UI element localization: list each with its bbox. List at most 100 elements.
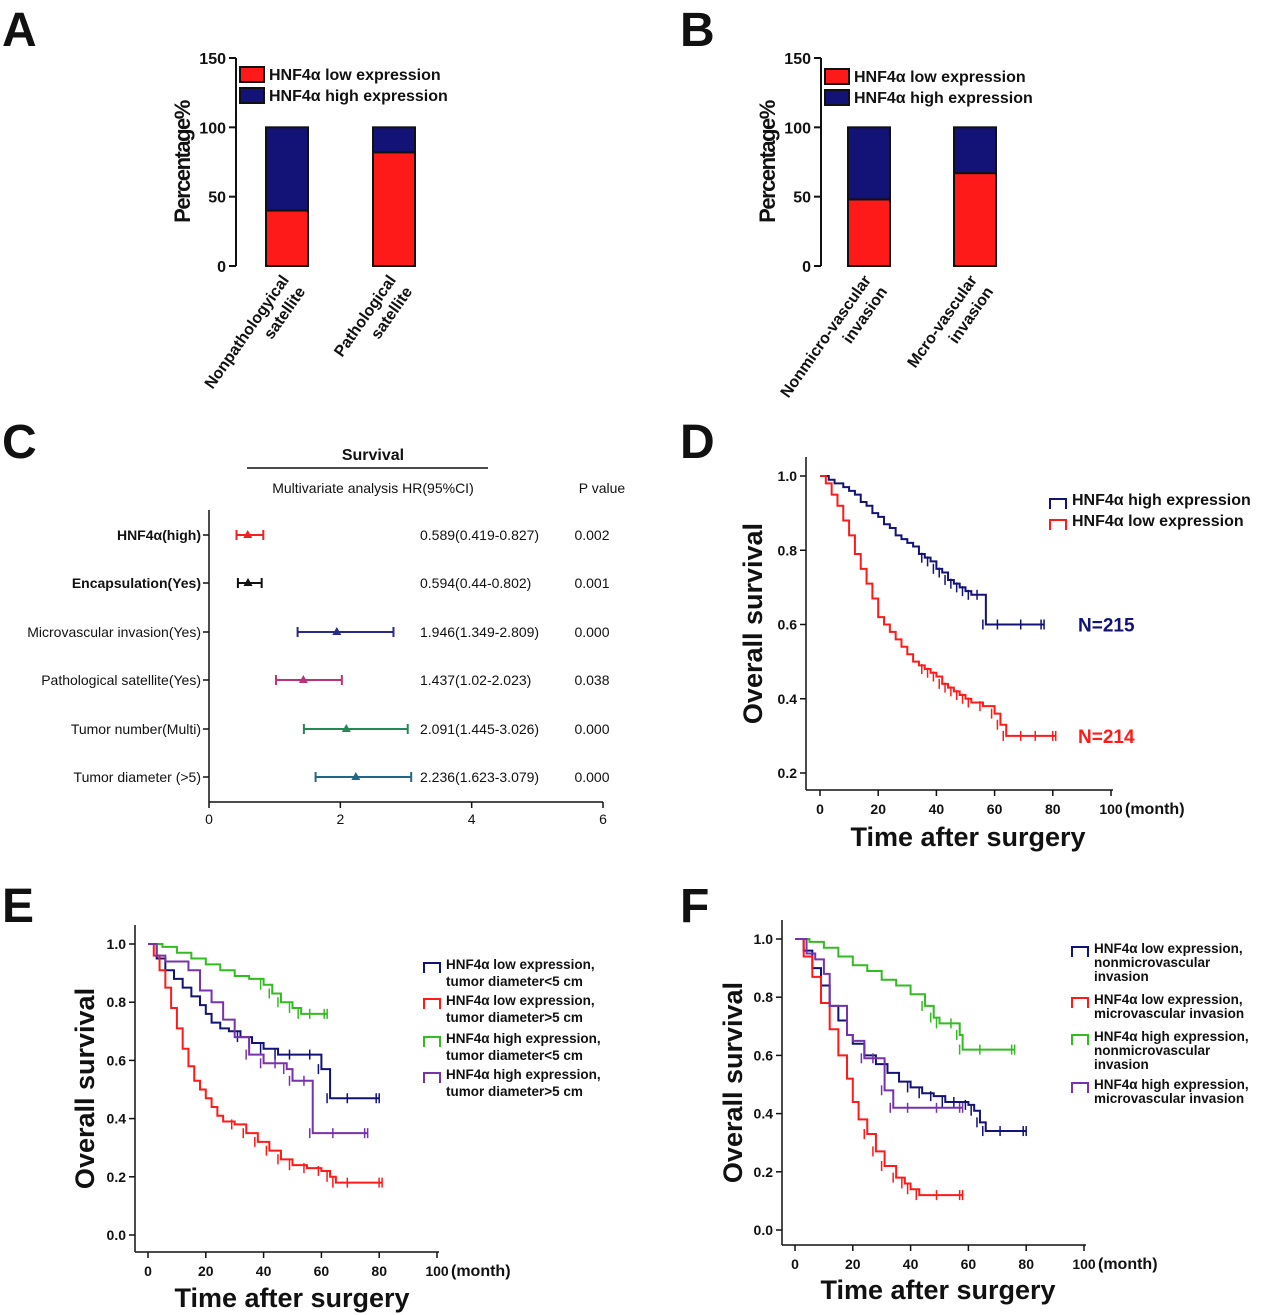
legend-marker bbox=[423, 962, 441, 973]
y-tick-label: 50 bbox=[793, 190, 811, 207]
legend-entry-line: HNF4α high expression, bbox=[1094, 1077, 1249, 1092]
x-tick-label: 80 bbox=[371, 1263, 387, 1279]
x-tick-label: 0 bbox=[791, 1256, 799, 1272]
forest-hr-text: 0.594(0.44-0.802) bbox=[420, 575, 531, 591]
forest-hr-marker bbox=[298, 675, 308, 683]
n-label: N=214 bbox=[1078, 727, 1135, 748]
y-tick-label: 0.8 bbox=[778, 542, 798, 558]
panel-label-e: E bbox=[2, 880, 34, 933]
x-axis-label: Time after surgery bbox=[174, 1283, 409, 1313]
y-axis-label: Overall survival bbox=[718, 982, 748, 1183]
legend-entry-line: nonmicrovascular bbox=[1094, 955, 1211, 970]
panel-label-d: D bbox=[680, 416, 715, 469]
legend-entry-line: tumor diameter<5 cm bbox=[446, 974, 583, 989]
legend-marker bbox=[423, 1036, 441, 1047]
censor-marks bbox=[863, 1128, 964, 1201]
y-axis-label: Percentage% bbox=[170, 100, 195, 223]
survival-curve bbox=[795, 938, 1015, 1051]
forest-hr-text: 2.236(1.623-3.079) bbox=[420, 769, 539, 785]
legend-marker bbox=[1071, 946, 1089, 957]
legend-marker bbox=[423, 998, 441, 1009]
y-axis-label: Overall survival bbox=[70, 988, 100, 1189]
bar-segment bbox=[265, 209, 309, 268]
legend-marker bbox=[1071, 997, 1089, 1008]
forest-hr-text: 1.946(1.349-2.809) bbox=[420, 624, 539, 640]
x-tick-label: 100 bbox=[425, 1263, 449, 1279]
legend-entry-line: HNF4α high expression, bbox=[446, 1067, 601, 1082]
forest-x-tick-label: 2 bbox=[336, 811, 344, 827]
survival-curve bbox=[820, 475, 1056, 737]
forest-p-value: 0.001 bbox=[574, 575, 609, 591]
legend-swatch bbox=[239, 66, 265, 83]
censor-marks bbox=[906, 1082, 1027, 1137]
x-tick-label: 60 bbox=[961, 1256, 977, 1272]
bar-segment bbox=[372, 126, 416, 154]
y-tick-label: 0.4 bbox=[778, 691, 798, 707]
x-tick-label: 0 bbox=[144, 1263, 152, 1279]
x-tick-label: 100 bbox=[1072, 1256, 1096, 1272]
censor-marks bbox=[921, 1000, 1016, 1055]
survival-curve bbox=[795, 938, 963, 1197]
n-label: N=215 bbox=[1078, 616, 1135, 637]
legend-entry-line: invasion bbox=[1094, 969, 1149, 984]
forest-p-value: 0.000 bbox=[574, 624, 609, 640]
forest-hr-text: 0.589(0.419-0.827) bbox=[420, 527, 539, 543]
survival-chart-e: 0.0 0.2 0.4 0.6 0.8 1.0 0 20 40 60 80 100 (month) Tim… bbox=[70, 925, 601, 1313]
x-tick-label: 80 bbox=[1045, 801, 1061, 817]
x-tick-label: 100 bbox=[1099, 801, 1123, 817]
y-tick-label: 1.0 bbox=[107, 936, 127, 952]
survival-chart-d: 0.2 0.4 0.6 0.8 1.0 0 20 40 60 80 100 (month) Time a… bbox=[738, 457, 1251, 852]
y-tick-label: 100 bbox=[784, 120, 811, 137]
y-tick-label: 0.0 bbox=[754, 1222, 774, 1238]
censor-marks bbox=[921, 664, 1057, 741]
y-tick-label: 0.6 bbox=[778, 617, 798, 633]
x-tick-label: 60 bbox=[987, 801, 1003, 817]
legend-entry: HNF4α low expression bbox=[269, 67, 441, 84]
survival-curve bbox=[148, 943, 380, 1100]
x-tick-label: 20 bbox=[870, 801, 886, 817]
forest-hr-marker bbox=[351, 772, 361, 780]
y-tick-label: 100 bbox=[199, 120, 226, 137]
legend-entry-line: microvascular invasion bbox=[1094, 1091, 1244, 1106]
forest-hr-text: 2.091(1.445-3.026) bbox=[420, 721, 539, 737]
legend-entry-line: invasion bbox=[1094, 1057, 1149, 1072]
y-tick-label: 0.4 bbox=[754, 1106, 774, 1122]
bar-chart-a: 0 50 100 150 Percentage% Nonpathologyicalsate… bbox=[170, 51, 448, 393]
forest-row-label: Pathological satellite(Yes) bbox=[41, 672, 201, 688]
x-axis-unit: (month) bbox=[1125, 801, 1185, 818]
x-tick-label: 40 bbox=[929, 801, 945, 817]
y-axis-label: Percentage% bbox=[755, 100, 780, 223]
legend-entry-line: HNF4α high expression bbox=[1072, 492, 1251, 509]
legend-entry-line: HNF4α low expression bbox=[1072, 513, 1244, 530]
survival-curve bbox=[148, 943, 383, 1184]
y-tick-label: 150 bbox=[784, 51, 811, 68]
x-tick-label: 60 bbox=[314, 1263, 330, 1279]
forest-header-subtitle: Multivariate analysis HR(95%CI) bbox=[272, 480, 474, 496]
x-axis-unit: (month) bbox=[451, 1263, 511, 1280]
y-tick-label: 1.0 bbox=[754, 931, 774, 947]
legend-marker bbox=[1049, 498, 1067, 509]
legend-entry-line: HNF4α low expression, bbox=[1094, 941, 1243, 956]
y-tick-label: 0.4 bbox=[107, 1111, 127, 1127]
y-tick-label: 0.0 bbox=[107, 1227, 127, 1243]
forest-p-value: 0.000 bbox=[574, 769, 609, 785]
legend-entry-line: HNF4α low expression, bbox=[446, 957, 595, 972]
x-tick-label: 0 bbox=[816, 801, 824, 817]
y-tick-label: 0 bbox=[217, 259, 226, 276]
survival-curve bbox=[148, 943, 328, 1015]
y-tick-label: 0 bbox=[802, 259, 811, 276]
legend-entry-line: nonmicrovascular bbox=[1094, 1043, 1211, 1058]
survival-curve bbox=[795, 938, 1027, 1133]
survival-curve bbox=[795, 938, 963, 1109]
forest-plot-c: Survival Multivariate analysis HR(95%CI) P… bbox=[27, 447, 625, 827]
legend-swatch bbox=[824, 68, 850, 85]
legend-entry-line: HNF4α low expression, bbox=[1094, 992, 1243, 1007]
legend-entry: HNF4α low expression bbox=[854, 69, 1026, 86]
x-tick-label: 80 bbox=[1018, 1256, 1034, 1272]
forest-p-value: 0.002 bbox=[574, 527, 609, 543]
y-tick-label: 0.2 bbox=[107, 1169, 127, 1185]
survival-curve bbox=[820, 475, 1045, 626]
